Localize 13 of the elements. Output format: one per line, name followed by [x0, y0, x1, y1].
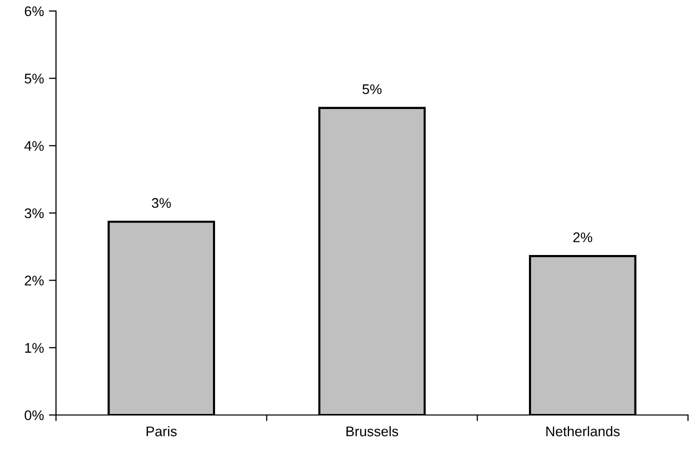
y-tick-label: 2%: [24, 276, 44, 286]
y-tick-label: 5%: [24, 74, 44, 84]
x-tick-label: Paris: [146, 426, 177, 436]
y-tick-label: 3%: [24, 208, 44, 218]
data-label: 2%: [573, 232, 592, 242]
x-tick-label: Netherlands: [546, 426, 620, 436]
y-tick-label: 0%: [24, 410, 44, 420]
y-tick-label: 1%: [25, 343, 44, 353]
data-label: 3%: [152, 198, 171, 208]
y-tick-label: 4%: [24, 141, 44, 151]
x-tick-label: Brussels: [346, 426, 398, 436]
y-tick-label: 6%: [24, 6, 44, 16]
data-label: 5%: [362, 84, 382, 94]
